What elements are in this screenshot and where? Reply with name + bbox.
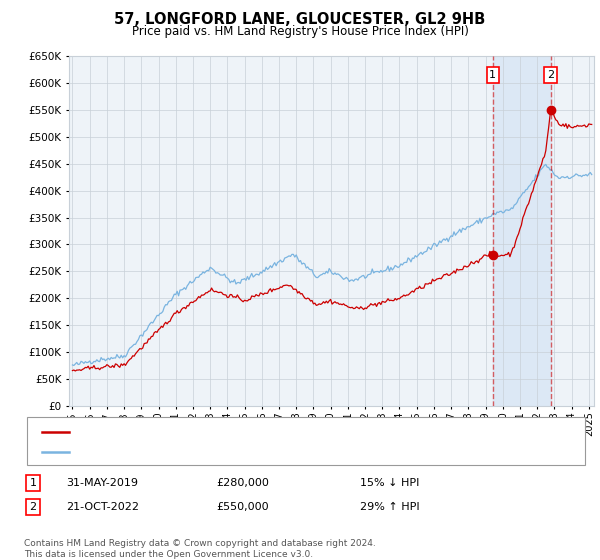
Text: £550,000: £550,000	[216, 502, 269, 512]
Text: £280,000: £280,000	[216, 478, 269, 488]
Text: 31-MAY-2019: 31-MAY-2019	[66, 478, 138, 488]
Bar	[493, 56, 551, 406]
Text: Price paid vs. HM Land Registry's House Price Index (HPI): Price paid vs. HM Land Registry's House …	[131, 25, 469, 38]
Text: 29% ↑ HPI: 29% ↑ HPI	[360, 502, 419, 512]
Text: 2: 2	[29, 502, 37, 512]
Text: 1: 1	[489, 70, 496, 80]
Text: 2: 2	[547, 70, 554, 80]
Text: 1: 1	[29, 478, 37, 488]
Text: 15% ↓ HPI: 15% ↓ HPI	[360, 478, 419, 488]
Text: 57, LONGFORD LANE, GLOUCESTER, GL2 9HB (detached house): 57, LONGFORD LANE, GLOUCESTER, GL2 9HB (…	[75, 427, 407, 437]
Text: Contains HM Land Registry data © Crown copyright and database right 2024.
This d: Contains HM Land Registry data © Crown c…	[24, 539, 376, 559]
Text: 21-OCT-2022: 21-OCT-2022	[66, 502, 139, 512]
Text: 57, LONGFORD LANE, GLOUCESTER, GL2 9HB: 57, LONGFORD LANE, GLOUCESTER, GL2 9HB	[115, 12, 485, 27]
Text: HPI: Average price, detached house, Gloucester: HPI: Average price, detached house, Glou…	[75, 446, 325, 456]
